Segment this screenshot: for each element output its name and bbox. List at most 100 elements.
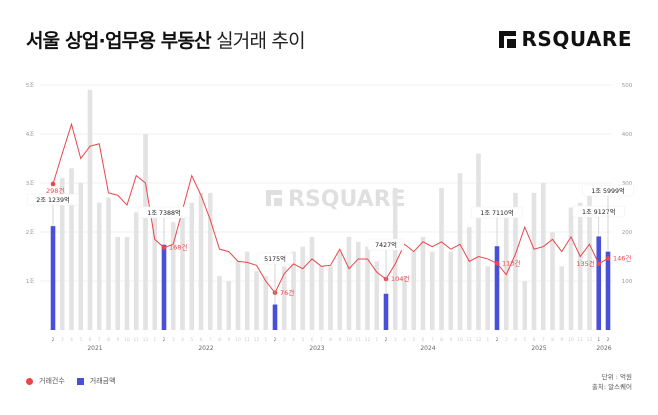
month-tick: 10 xyxy=(568,337,574,343)
month-tick: 7 xyxy=(320,337,323,343)
amount-callout xyxy=(137,206,191,219)
month-tick: 2 xyxy=(496,337,499,343)
month-tick: 7 xyxy=(98,337,101,343)
count-point xyxy=(605,256,611,261)
amount-bar xyxy=(235,261,241,330)
amount-bar xyxy=(115,236,121,330)
month-tick: 10 xyxy=(457,337,463,343)
amount-bar xyxy=(476,153,481,330)
month-tick: 6 xyxy=(533,337,536,343)
amount-bar xyxy=(263,276,269,330)
amount-label: 5175억 xyxy=(264,255,286,263)
count-point xyxy=(161,245,167,250)
amount-bar xyxy=(318,266,324,330)
month-tick: 9 xyxy=(338,337,341,343)
amount-bar xyxy=(180,217,185,330)
highlight-bar xyxy=(383,293,389,330)
amount-bar xyxy=(550,232,555,330)
right-axis-tick: 200 xyxy=(622,230,633,236)
amount-callout xyxy=(256,252,294,265)
month-tick: 2 xyxy=(52,337,55,343)
month-tick: 5 xyxy=(79,337,82,343)
month-tick: 9 xyxy=(560,337,563,343)
chart-notes: 단위 : 억원 출처: 알스퀘어 xyxy=(592,372,632,392)
amount-bar xyxy=(568,207,574,330)
amount-callout xyxy=(26,193,80,206)
year-label: 2023 xyxy=(309,345,324,352)
count-label: 104건 xyxy=(391,274,409,283)
amount-label: 2조 1239억 xyxy=(36,196,70,204)
month-tick: 8 xyxy=(107,337,110,343)
month-tick: 5 xyxy=(523,337,526,343)
amount-bar xyxy=(281,266,287,330)
rsquare-mark-icon xyxy=(498,30,516,48)
count-point xyxy=(494,261,500,266)
amount-callout xyxy=(581,184,635,197)
month-tick: 4 xyxy=(403,337,406,343)
amount-bar xyxy=(513,192,518,330)
month-tick: 12 xyxy=(254,337,260,343)
amount-bar xyxy=(402,276,407,330)
month-tick: 7 xyxy=(209,337,212,343)
left-axis-tick: 4조 xyxy=(26,131,35,138)
month-tick: 4 xyxy=(181,337,184,343)
month-tick: 11 xyxy=(355,337,361,343)
highlight-bar xyxy=(161,244,167,330)
month-tick: 1 xyxy=(375,337,378,343)
amount-label: 7427억 xyxy=(375,241,397,249)
month-tick: 3 xyxy=(505,337,508,343)
month-tick: 10 xyxy=(124,337,130,343)
amount-bar xyxy=(226,281,232,330)
amount-bar xyxy=(217,276,222,330)
amount-bar xyxy=(170,222,176,330)
count-label: 113건 xyxy=(502,258,520,267)
left-axis-tick: 3조 xyxy=(26,180,35,187)
watermark: RSQUARE xyxy=(266,187,406,212)
amount-bar xyxy=(374,261,380,330)
amount-bar xyxy=(337,251,343,330)
source-note: 출처: 알스퀘어 xyxy=(591,383,632,391)
amount-bar xyxy=(457,173,463,330)
amount-bar xyxy=(87,89,93,331)
amount-bar xyxy=(392,187,398,330)
count-point xyxy=(50,181,56,187)
count-point xyxy=(596,261,602,267)
month-tick: 1 xyxy=(153,337,156,343)
amount-bar xyxy=(124,236,130,330)
month-tick: 5 xyxy=(412,337,415,343)
right-axis-tick: 300 xyxy=(622,181,633,187)
month-tick: 2 xyxy=(607,337,610,343)
right-axis-tick: 400 xyxy=(622,132,633,138)
amount-bar xyxy=(587,192,592,330)
amount-bar xyxy=(448,251,454,330)
amount-bar xyxy=(106,197,111,330)
amount-bar xyxy=(559,266,565,330)
amount-bar xyxy=(143,134,148,330)
year-label: 2021 xyxy=(87,345,102,352)
month-tick: 3 xyxy=(61,337,64,343)
amount-bar xyxy=(291,251,296,330)
amount-bar xyxy=(69,168,74,330)
amount-bar xyxy=(411,251,417,330)
month-tick: 11 xyxy=(133,337,139,343)
month-tick: 8 xyxy=(218,337,221,343)
rsquare-logo: RSQUARE xyxy=(498,27,632,51)
month-tick: 12 xyxy=(143,337,149,343)
month-tick: 12 xyxy=(587,337,593,343)
legend-count-label: 거래건수 xyxy=(39,377,65,385)
amount-bar xyxy=(466,227,472,330)
amount-bar xyxy=(485,266,491,330)
chart-title: 서울 상업·업무용 부동산 실거래 추이 xyxy=(26,26,306,53)
count-label: 135건 xyxy=(576,259,594,268)
legend-amount-label: 거래금액 xyxy=(89,377,116,385)
amount-label: 1조 7388억 xyxy=(147,209,181,217)
highlight-bar xyxy=(494,246,500,330)
left-axis-tick: 5조 xyxy=(26,82,35,89)
month-tick: 6 xyxy=(89,337,92,343)
month-tick: 1 xyxy=(597,337,600,343)
month-tick: 3 xyxy=(283,337,286,343)
left-axis-tick: 1조 xyxy=(26,278,35,285)
month-tick: 4 xyxy=(70,337,73,343)
month-tick: 12 xyxy=(476,337,482,343)
year-label: 2026 xyxy=(596,345,611,352)
